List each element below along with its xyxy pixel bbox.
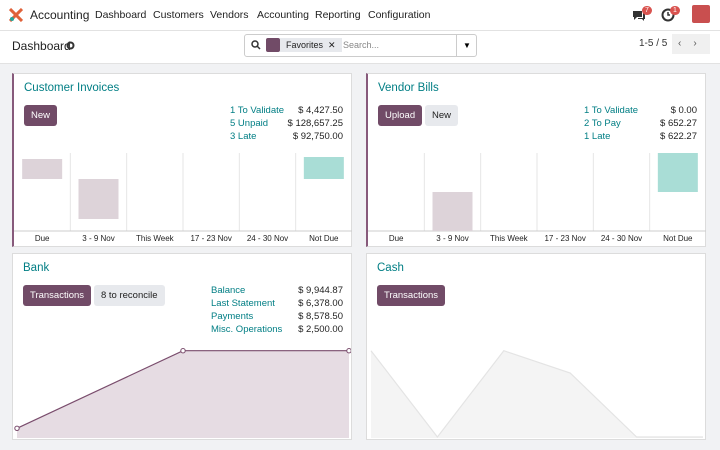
point <box>346 348 351 354</box>
app-logo <box>9 8 23 22</box>
card-title[interactable]: Cash <box>377 262 404 274</box>
button[interactable]: Upload <box>378 105 423 126</box>
activity-icon[interactable] <box>661 8 675 22</box>
stat-label[interactable]: Balance <box>211 285 246 296</box>
menu-item[interactable]: Configuration <box>368 9 431 21</box>
category-label: This Week <box>136 234 175 243</box>
navbar: Accounting 7 1 Dashboard Customers Vendors… <box>0 0 720 31</box>
search-toggle[interactable]: ▼ <box>456 35 477 56</box>
stat-value: $ 9,944.87 <box>298 285 343 296</box>
messages-icon[interactable] <box>632 8 646 22</box>
search-box[interactable]: Favorites ✕ Search... ▼ <box>244 34 477 57</box>
stat-label[interactable]: 2 To Pay <box>584 118 621 129</box>
search-input[interactable]: Search... <box>343 40 380 50</box>
button[interactable]: 8 to reconcile <box>94 285 165 306</box>
category-label: Not Due <box>663 234 693 243</box>
button[interactable]: New <box>425 105 459 126</box>
point <box>180 348 186 354</box>
category-label: Due <box>35 234 50 243</box>
card-title[interactable]: Bank <box>23 262 50 274</box>
category-label: Not Due <box>309 234 339 243</box>
stat-value: $ 622.27 <box>660 131 697 142</box>
bar <box>78 179 119 219</box>
stat-value: $ 652.27 <box>660 118 697 129</box>
category-label: 24 - 30 Nov <box>247 234 288 243</box>
pager: 1-5 / 5 <box>639 38 668 49</box>
button[interactable]: Transactions <box>377 285 446 306</box>
card-title[interactable]: Vendor Bills <box>378 82 439 94</box>
search-icon <box>251 40 261 50</box>
stat-label[interactable]: 1 To Validate <box>230 105 285 116</box>
bar <box>432 192 473 231</box>
stat-label[interactable]: Misc. Operations <box>211 324 283 335</box>
bar <box>303 157 344 179</box>
bar <box>22 159 63 179</box>
menu-item[interactable]: Reporting <box>315 9 361 21</box>
menu-item[interactable]: Accounting <box>257 9 309 21</box>
category-label: 3 - 9 Nov <box>436 234 468 243</box>
menu-item[interactable]: Vendors <box>210 9 249 21</box>
bar <box>657 153 698 192</box>
bar-graph: Due 3 - 9 Nov This Week 17 - 23 Nov 24 - 30 … <box>14 153 352 243</box>
control-panel: Dashboard Favorites ✕ Search... ▼ 1-5 / … <box>0 31 720 64</box>
pager-buttons[interactable]: ‹› <box>672 34 710 54</box>
button[interactable]: Transactions <box>23 285 92 306</box>
line <box>370 349 703 439</box>
badge: 7 <box>642 6 652 15</box>
stat-label[interactable]: 5 Unpaid <box>230 118 269 129</box>
line-graph <box>14 348 351 438</box>
stat-label[interactable]: 3 Late <box>230 131 257 142</box>
facet[interactable]: Favorites ✕ <box>280 38 342 52</box>
filter-icon <box>266 38 280 52</box>
card-title[interactable]: Customer Invoices <box>24 82 120 94</box>
journal-card: Vendor Bills Upload New 1 To Validate $ 0.00… <box>366 73 706 247</box>
area <box>17 350 349 438</box>
avatar[interactable] <box>692 5 710 23</box>
stat-label[interactable]: 1 To Validate <box>584 105 639 116</box>
app-name[interactable]: Accounting <box>30 8 90 22</box>
category-label: 17 - 23 Nov <box>544 234 585 243</box>
category-label: 24 - 30 Nov <box>601 234 642 243</box>
category-label: This Week <box>490 234 529 243</box>
facet-label: Favorites <box>286 40 324 50</box>
category-label: Due <box>389 234 404 243</box>
button[interactable]: New <box>24 105 58 126</box>
stat-value: $ 4,427.50 <box>298 105 343 116</box>
stat-value: $ 0.00 <box>670 105 697 116</box>
journal-card: Bank Transactions 8 to reconcile Balance $ 9… <box>12 253 352 440</box>
menu-item[interactable]: Customers <box>153 9 204 21</box>
bar-graph: Due 3 - 9 Nov This Week 17 - 23 Nov 24 - 30 … <box>368 153 706 243</box>
line-graph <box>370 349 703 439</box>
stat-value: $ 92,750.00 <box>292 131 343 142</box>
category-label: 3 - 9 Nov <box>82 234 114 243</box>
stat-label[interactable]: Last Statement <box>211 298 275 309</box>
badge: 1 <box>670 6 680 15</box>
journal-card: Cash Transactions <box>366 253 706 440</box>
category-label: 17 - 23 Nov <box>190 234 231 243</box>
gear-icon[interactable] <box>66 41 75 50</box>
stat-value: $ 8,578.50 <box>298 311 343 322</box>
menu-item[interactable]: Dashboard <box>95 9 147 21</box>
stat-label[interactable]: 1 Late <box>584 131 611 142</box>
point <box>14 425 20 432</box>
area <box>371 350 703 438</box>
stat-value: $ 6,378.00 <box>298 298 343 309</box>
stat-label[interactable]: Payments <box>211 311 254 322</box>
journal-card: Customer Invoices New 1 To Validate $ 4,427… <box>12 73 352 247</box>
stat-value: $ 128,657.25 <box>287 118 343 129</box>
page-title: Dashboard <box>12 39 71 53</box>
stat-value: $ 2,500.00 <box>298 324 343 335</box>
